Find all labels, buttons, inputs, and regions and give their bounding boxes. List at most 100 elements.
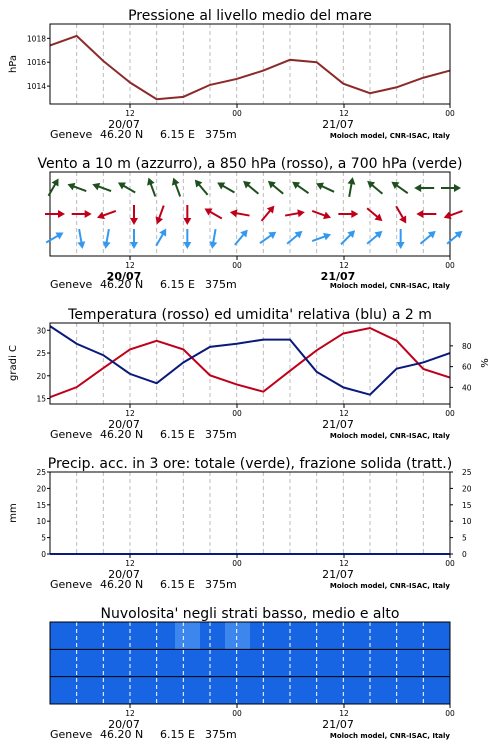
x-tick-label: 12 — [125, 409, 135, 418]
wind-arrow — [183, 205, 192, 225]
y-tick-label: 25 — [36, 468, 46, 477]
wind-arrow — [130, 229, 138, 249]
wind-arrow — [396, 229, 405, 249]
model-credit: Moloch model, CNR-ISAC, Italy — [330, 732, 451, 740]
cloud-cell — [425, 622, 451, 650]
cloud-cell — [275, 649, 301, 677]
cloud-cell — [150, 676, 176, 704]
wind-arrow — [96, 209, 117, 220]
cloud-cell — [325, 649, 351, 677]
wind-arrow — [311, 209, 332, 220]
location-lon: 6.15 E — [160, 278, 195, 291]
location-elev: 375m — [205, 578, 237, 591]
humidity-line — [49, 325, 451, 396]
wind-arrow — [416, 210, 437, 218]
x-tick-label: 00 — [445, 109, 455, 118]
location-name: Geneve — [50, 578, 93, 591]
y-tick-label-right: 10 — [462, 517, 472, 526]
location-lon: 6.15 E — [160, 578, 195, 591]
cloud-cell — [225, 676, 251, 704]
cloud-cell — [50, 676, 76, 704]
y-tick-label: 1016 — [27, 58, 46, 67]
wind-arrow — [171, 177, 182, 197]
cloud-cell — [175, 649, 201, 677]
x-date-label: 20/07 — [108, 568, 140, 581]
y-tick-label-right: 80 — [462, 342, 472, 351]
y-tick-label: 15 — [36, 395, 46, 404]
wind-arrow — [395, 205, 407, 224]
y-axis-label: mm — [8, 503, 19, 522]
x-tick-label: 00 — [445, 409, 455, 418]
x-date-label: 21/07 — [322, 418, 354, 431]
location-lon: 6.15 E — [160, 428, 195, 441]
cloud-cell — [175, 676, 201, 704]
y-tick-label-right: 40 — [462, 383, 472, 392]
y-tick-label-right: 25 — [462, 468, 472, 477]
cloud-cell — [75, 622, 101, 650]
cloud-cell — [275, 676, 301, 704]
wind-arrow — [117, 182, 136, 194]
wind-arrow — [267, 180, 284, 195]
wind-arrow — [217, 182, 235, 194]
wind-arrow — [446, 230, 463, 245]
wind-arrow — [45, 232, 64, 244]
wind-arrow — [260, 205, 275, 222]
y-tick-label-right: 60 — [462, 363, 472, 372]
wind-arrow — [229, 209, 250, 218]
x-date-label: 20/07 — [107, 270, 142, 283]
cloud-cell — [250, 649, 276, 677]
cloud-cell — [400, 676, 426, 704]
x-tick-label: 12 — [339, 559, 349, 568]
pressure-line — [49, 34, 451, 101]
model-credit: Moloch model, CNR-ISAC, Italy — [330, 582, 451, 590]
x-tick-label: 12 — [339, 261, 349, 270]
cloud-cell — [125, 649, 151, 677]
cloud-cell — [125, 622, 151, 650]
cloud-cell — [325, 622, 351, 650]
cloud-cell — [50, 649, 76, 677]
x-tick-label: 12 — [125, 709, 135, 718]
x-date-label: 21/07 — [321, 270, 356, 283]
wind-arrow — [338, 210, 359, 218]
y-tick-label: 25 — [36, 349, 46, 358]
cloud-cell — [150, 649, 176, 677]
cloud-cell — [225, 622, 251, 650]
y-axis-label: hPa — [8, 55, 19, 73]
chart-title: Vento a 10 m (azzurro), a 850 hPa (rosso… — [37, 156, 462, 172]
wind-arrow — [391, 181, 409, 194]
wind-arrow — [286, 230, 303, 245]
y-tick-label-right: 5 — [462, 534, 467, 543]
wind-arrow — [204, 208, 223, 220]
x-date-label: 20/07 — [108, 718, 140, 731]
cloud-cell — [325, 676, 351, 704]
cloud-cell — [225, 649, 251, 677]
location-lon: 6.15 E — [160, 728, 195, 741]
wind-arrow — [47, 178, 59, 197]
cloud-cell — [250, 622, 276, 650]
location-elev: 375m — [205, 428, 237, 441]
wind-arrow — [183, 229, 192, 249]
plot-frame — [49, 23, 451, 105]
cloud-cell — [300, 676, 326, 704]
location-elev: 375m — [205, 728, 237, 741]
y-tick-label: 1014 — [27, 82, 46, 91]
cloud-cell — [425, 676, 451, 704]
wind-arrow — [71, 210, 92, 218]
x-tick-label: 00 — [445, 559, 455, 568]
model-credit: Moloch model, CNR-ISAC, Italy — [330, 132, 451, 140]
wind-arrow — [347, 177, 356, 198]
wind-arrow — [102, 228, 111, 249]
x-tick-label: 00 — [232, 109, 242, 118]
wind-arrow — [259, 231, 277, 244]
x-tick-label: 12 — [339, 709, 349, 718]
wind-arrow — [243, 180, 260, 195]
model-credit: Moloch model, CNR-ISAC, Italy — [330, 282, 451, 290]
cloud-cell — [300, 649, 326, 677]
y-tick-label: 0 — [41, 550, 46, 559]
wind-arrow — [367, 180, 384, 195]
location-lat: 46.20 N — [100, 728, 143, 741]
location-elev: 375m — [205, 278, 237, 291]
location-lat: 46.20 N — [100, 128, 143, 141]
cloud-cell — [175, 622, 201, 650]
x-tick-label: 12 — [125, 109, 135, 118]
